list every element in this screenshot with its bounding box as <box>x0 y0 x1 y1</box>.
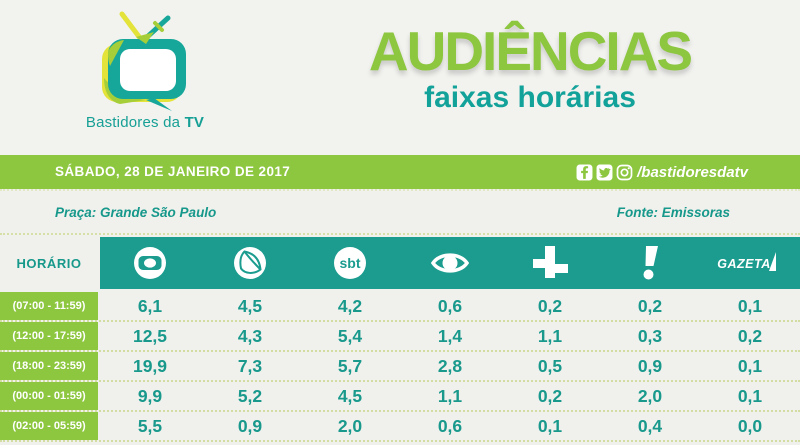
time-slot-label: (18:00 - 23:59) <box>0 352 98 380</box>
network-band <box>400 237 500 289</box>
brand-logo: Bastidores da TV <box>50 8 240 131</box>
time-slot-label: (12:00 - 17:59) <box>0 322 98 350</box>
page-subtitle: faixas horárias <box>424 81 636 114</box>
record-logo-icon <box>234 247 266 279</box>
twitter-icon[interactable] <box>596 164 613 181</box>
time-slot-label: (00:00 - 01:59) <box>0 382 98 410</box>
time-slot-label: (02:00 - 05:59) <box>0 412 98 440</box>
network-sbt: sbt <box>300 237 400 289</box>
tv-cultura-logo-icon <box>533 246 568 278</box>
title-block: AUDIÊNCIAS faixas horárias <box>318 24 742 114</box>
table-row: (02:00 - 05:59) 5,5 0,9 2,0 0,6 0,1 0,4 … <box>0 412 800 442</box>
rating-value: 1,1 <box>537 325 563 346</box>
meta-row: Praça: Grande São Paulo Fonte: Emissoras <box>0 189 800 235</box>
svg-text:sbt: sbt <box>340 255 361 271</box>
time-slot-label: (07:00 - 11:59) <box>0 292 98 320</box>
network-logos-bar: sbt <box>100 237 800 289</box>
svg-text:GAZETA: GAZETA <box>717 257 770 271</box>
rating-value: 0,2 <box>737 325 763 346</box>
rating-value: 0,2 <box>637 295 663 316</box>
tv-gazeta-logo-icon: GAZETA <box>717 252 776 271</box>
rating-value: 4,5 <box>337 385 363 406</box>
rating-value: 0,6 <box>437 295 463 316</box>
band-logo-icon <box>430 253 470 273</box>
table-row: (07:00 - 11:59) 6,1 4,5 4,2 0,6 0,2 0,2 … <box>0 292 800 322</box>
rating-value: 2,0 <box>337 415 363 436</box>
rating-value: 5,5 <box>137 415 163 436</box>
brand-name-bold: TV <box>184 114 205 131</box>
facebook-icon[interactable] <box>576 164 593 181</box>
network-tv-cultura <box>500 237 600 289</box>
date-bar: SÁBADO, 28 DE JANEIRO DE 2017 /bastidore… <box>0 155 800 189</box>
rating-value: 0,2 <box>537 295 563 316</box>
rating-value: 0,1 <box>737 295 763 316</box>
network-redetv <box>600 237 700 289</box>
rating-value: 0,0 <box>737 415 763 436</box>
globo-logo-icon <box>134 247 166 279</box>
rating-value: 19,9 <box>132 355 168 376</box>
table-header-row: HORÁRIO <box>0 237 800 289</box>
table-row: (12:00 - 17:59) 12,5 4,3 5,4 1,4 1,1 0,3… <box>0 322 800 352</box>
instagram-icon[interactable] <box>616 164 633 181</box>
rating-value: 0,1 <box>737 385 763 406</box>
table-row: (18:00 - 23:59) 19,9 7,3 5,7 2,8 0,5 0,9… <box>0 352 800 382</box>
fonte-label: Fonte: Emissoras <box>616 205 730 220</box>
network-tv-gazeta: GAZETA <box>700 237 800 289</box>
rating-value: 4,2 <box>337 295 363 316</box>
rating-value: 4,5 <box>237 295 263 316</box>
social-links[interactable]: /bastidoresdatv <box>576 155 748 189</box>
date-label: SÁBADO, 28 DE JANEIRO DE 2017 <box>55 164 291 179</box>
rating-value: 0,9 <box>237 415 263 436</box>
rating-value: 9,9 <box>137 385 163 406</box>
rating-value: 5,4 <box>337 325 363 346</box>
sbt-logo-icon: sbt <box>334 247 366 279</box>
rating-value: 0,1 <box>737 355 763 376</box>
rating-value: 5,7 <box>337 355 363 376</box>
rating-value: 4,3 <box>237 325 263 346</box>
redetv-logo-icon <box>643 246 658 280</box>
header: Bastidores da TV AUDIÊNCIAS faixas horár… <box>0 0 800 155</box>
social-handle[interactable]: /bastidoresdatv <box>637 163 748 181</box>
rating-value: 7,3 <box>237 355 263 376</box>
rating-value: 5,2 <box>237 385 263 406</box>
rating-value: 0,9 <box>637 355 663 376</box>
brand-name-prefix: Bastidores da <box>85 114 185 131</box>
rating-value: 6,1 <box>137 295 163 316</box>
table-row: (00:00 - 01:59) 9,9 5,2 4,5 1,1 0,2 2,0 … <box>0 382 800 412</box>
rating-value: 1,4 <box>437 325 463 346</box>
rating-value: 12,5 <box>132 325 168 346</box>
brand-name: Bastidores da TV <box>50 114 240 131</box>
rating-value: 2,0 <box>637 385 663 406</box>
rating-value: 0,3 <box>637 325 663 346</box>
praca-label: Praça: Grande São Paulo <box>55 205 217 220</box>
network-globo <box>100 237 200 289</box>
rating-value: 0,1 <box>537 415 563 436</box>
rating-value: 2,8 <box>437 355 463 376</box>
rating-value: 0,5 <box>537 355 563 376</box>
rating-value: 0,6 <box>437 415 463 436</box>
rating-value: 0,2 <box>537 385 563 406</box>
ratings-table: HORÁRIO <box>0 237 800 442</box>
tv-logo-icon <box>102 11 186 111</box>
horario-header: HORÁRIO <box>16 255 82 271</box>
rating-value: 0,4 <box>637 415 663 436</box>
network-record <box>200 237 300 289</box>
page-title: AUDIÊNCIAS <box>368 20 693 82</box>
rating-value: 1,1 <box>437 385 463 406</box>
